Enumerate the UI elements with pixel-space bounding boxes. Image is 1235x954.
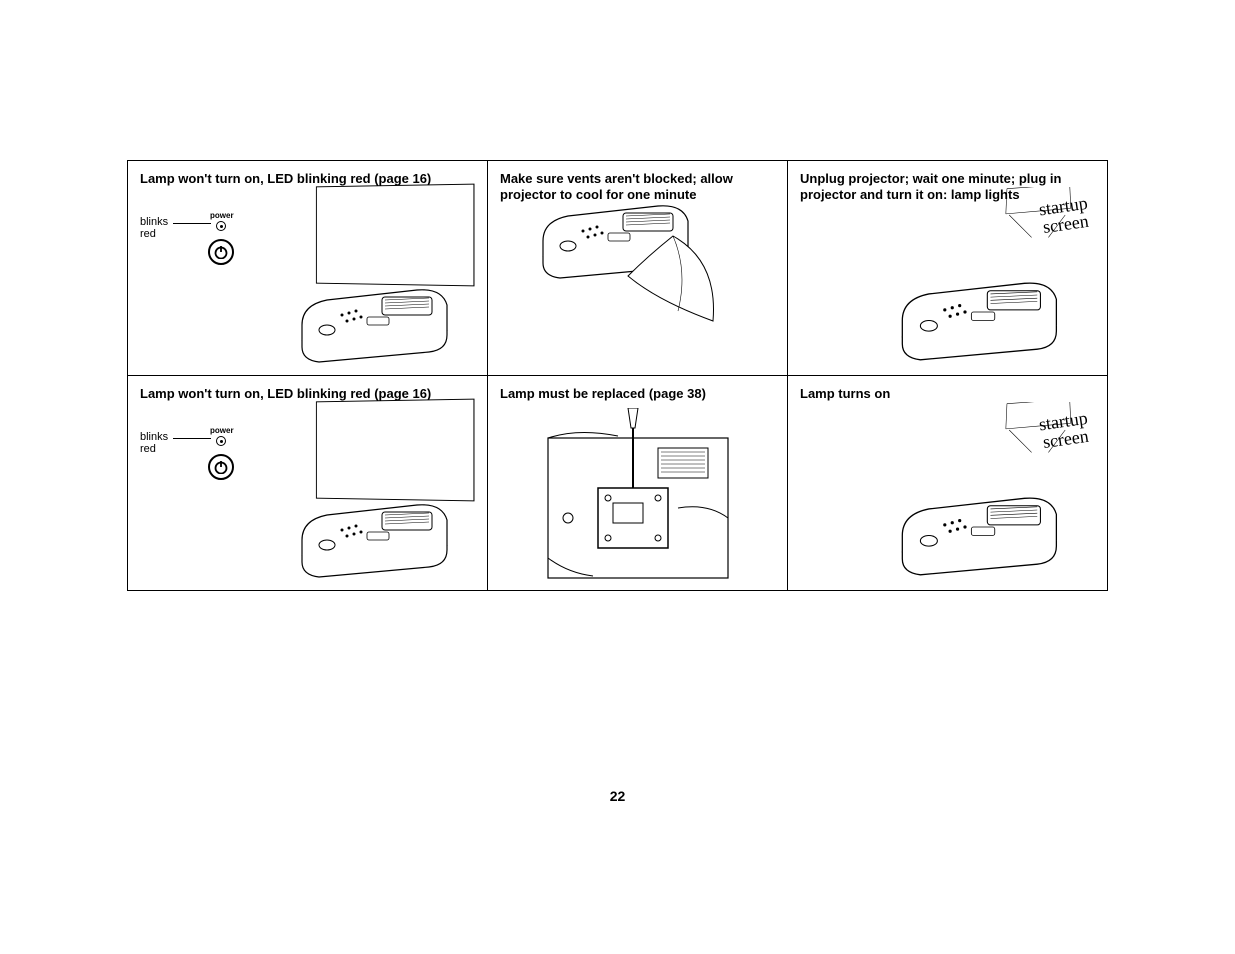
startup-screen-callout: startup screen [1038,409,1092,451]
page-number: 22 [0,788,1235,804]
blinks-label: blinks [140,216,168,228]
red-label: red [140,443,168,455]
blank-screen-icon [316,399,475,502]
lamp-replacement-icon [538,408,738,588]
projector-icon [897,493,1067,578]
cell-r2c3: Lamp turns on startup screen [788,376,1108,591]
power-button-icon [208,239,234,265]
projector-icon [297,285,457,365]
startup-screen-callout: startup screen [1038,194,1092,236]
led-label-block: blinks red [140,431,168,455]
power-text: power [210,426,234,435]
power-button-icon [208,454,234,480]
manual-page: Lamp won't turn on, LED blinking red (pa… [0,0,1235,591]
projector-icon [297,500,457,580]
red-label: red [140,228,168,240]
power-led-icon [216,436,226,446]
led-leader-line [173,223,211,224]
blinks-label: blinks [140,431,168,443]
cell-r2c1: Lamp won't turn on, LED blinking red (pa… [128,376,488,591]
cell-title: Make sure vents aren't blocked; allow pr… [500,171,775,204]
projector-icon [897,278,1067,363]
led-leader-line [173,438,211,439]
cell-title: Lamp turns on [800,386,1095,402]
led-label-block: blinks red [140,216,168,240]
cell-r2c2: Lamp must be replaced (page 38) [488,376,788,591]
cell-r1c3: Unplug projector; wait one minute; plug … [788,161,1108,376]
cell-r1c2: Make sure vents aren't blocked; allow pr… [488,161,788,376]
power-led-icon [216,221,226,231]
projector-vents-icon [538,201,738,346]
power-text: power [210,211,234,220]
troubleshooting-table: Lamp won't turn on, LED blinking red (pa… [127,160,1108,591]
cell-title: Lamp must be replaced (page 38) [500,386,775,402]
blank-screen-icon [316,184,475,287]
cell-r1c1: Lamp won't turn on, LED blinking red (pa… [128,161,488,376]
